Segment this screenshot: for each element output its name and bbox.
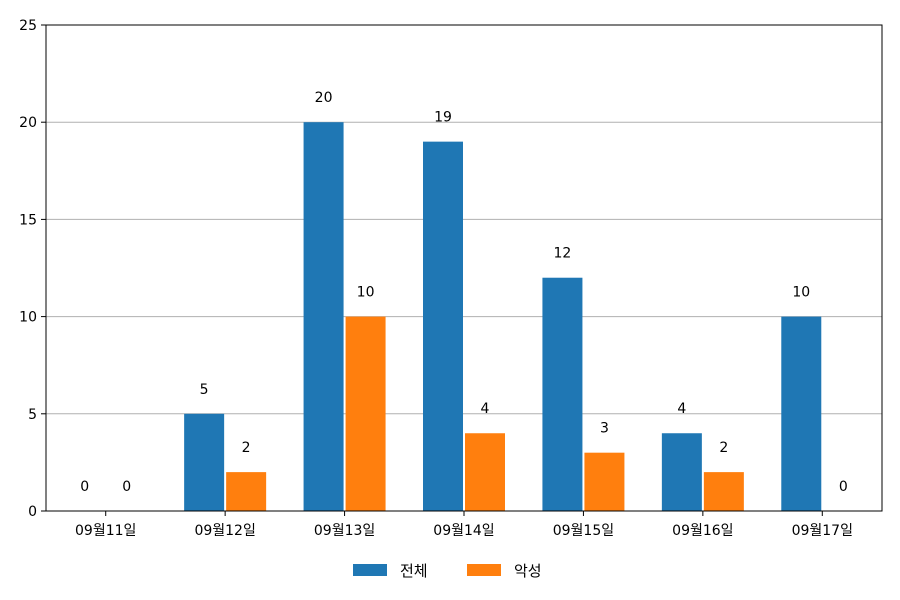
bar-malicious (465, 433, 505, 511)
bar-malicious (584, 452, 625, 511)
bar-malicious (226, 472, 267, 511)
y-tick-label: 15 (19, 212, 37, 228)
y-axis: 0 5 10 15 20 25 (19, 18, 46, 520)
bar-value-label: 5 (200, 382, 209, 398)
y-tick-label: 25 (19, 18, 37, 34)
x-tick-label: 09월12일 (194, 523, 255, 539)
bar-value-label: 4 (481, 401, 490, 417)
legend-swatch (353, 564, 387, 576)
bar-value-label: 3 (600, 421, 609, 437)
gridlines (46, 121, 882, 415)
x-tick-label: 09월13일 (314, 523, 375, 539)
x-tick-label: 09월17일 (792, 523, 853, 539)
plot-area-border (45, 24, 883, 512)
y-tick-label: 20 (19, 115, 37, 131)
bar-value-label: 2 (242, 440, 251, 456)
data-labels: 0 0 5 2 20 10 19 4 12 3 4 2 10 0 (80, 90, 847, 495)
x-tick-label: 09월16일 (672, 523, 733, 539)
bar-total (542, 277, 583, 511)
legend-label: 악성 (514, 562, 542, 580)
bar-value-label: 10 (792, 285, 810, 301)
bars (184, 122, 822, 511)
bar-value-label: 0 (122, 479, 131, 495)
bar-total (184, 413, 225, 511)
x-tick-label: 09월15일 (553, 523, 614, 539)
bar-value-label: 0 (80, 479, 89, 495)
bar-value-label: 12 (554, 246, 572, 262)
bar-value-label: 2 (719, 440, 728, 456)
x-axis: 09월11일 09월12일 09월13일 09월14일 09월15일 09월16일 09월1… (75, 511, 853, 539)
legend-label: 전체 (400, 562, 428, 580)
x-tick-label: 09월11일 (75, 523, 136, 539)
bar-value-label: 4 (677, 401, 686, 417)
y-tick-label: 10 (19, 310, 37, 326)
bar-total (303, 122, 344, 511)
y-tick-label: 0 (28, 504, 37, 520)
bar-value-label: 19 (434, 110, 452, 126)
bar-total (781, 316, 822, 511)
legend-swatch (467, 564, 501, 576)
y-tick-label: 5 (28, 407, 37, 423)
bar-total (423, 141, 463, 511)
bar-malicious (703, 472, 744, 511)
x-tick-label: 09월14일 (433, 523, 494, 539)
bar-total (661, 433, 702, 511)
bar-value-label: 0 (839, 479, 848, 495)
legend: 전체 악성 (353, 562, 542, 580)
bar-malicious (345, 316, 386, 511)
bar-value-label: 10 (357, 285, 375, 301)
bar-value-label: 20 (315, 90, 333, 106)
